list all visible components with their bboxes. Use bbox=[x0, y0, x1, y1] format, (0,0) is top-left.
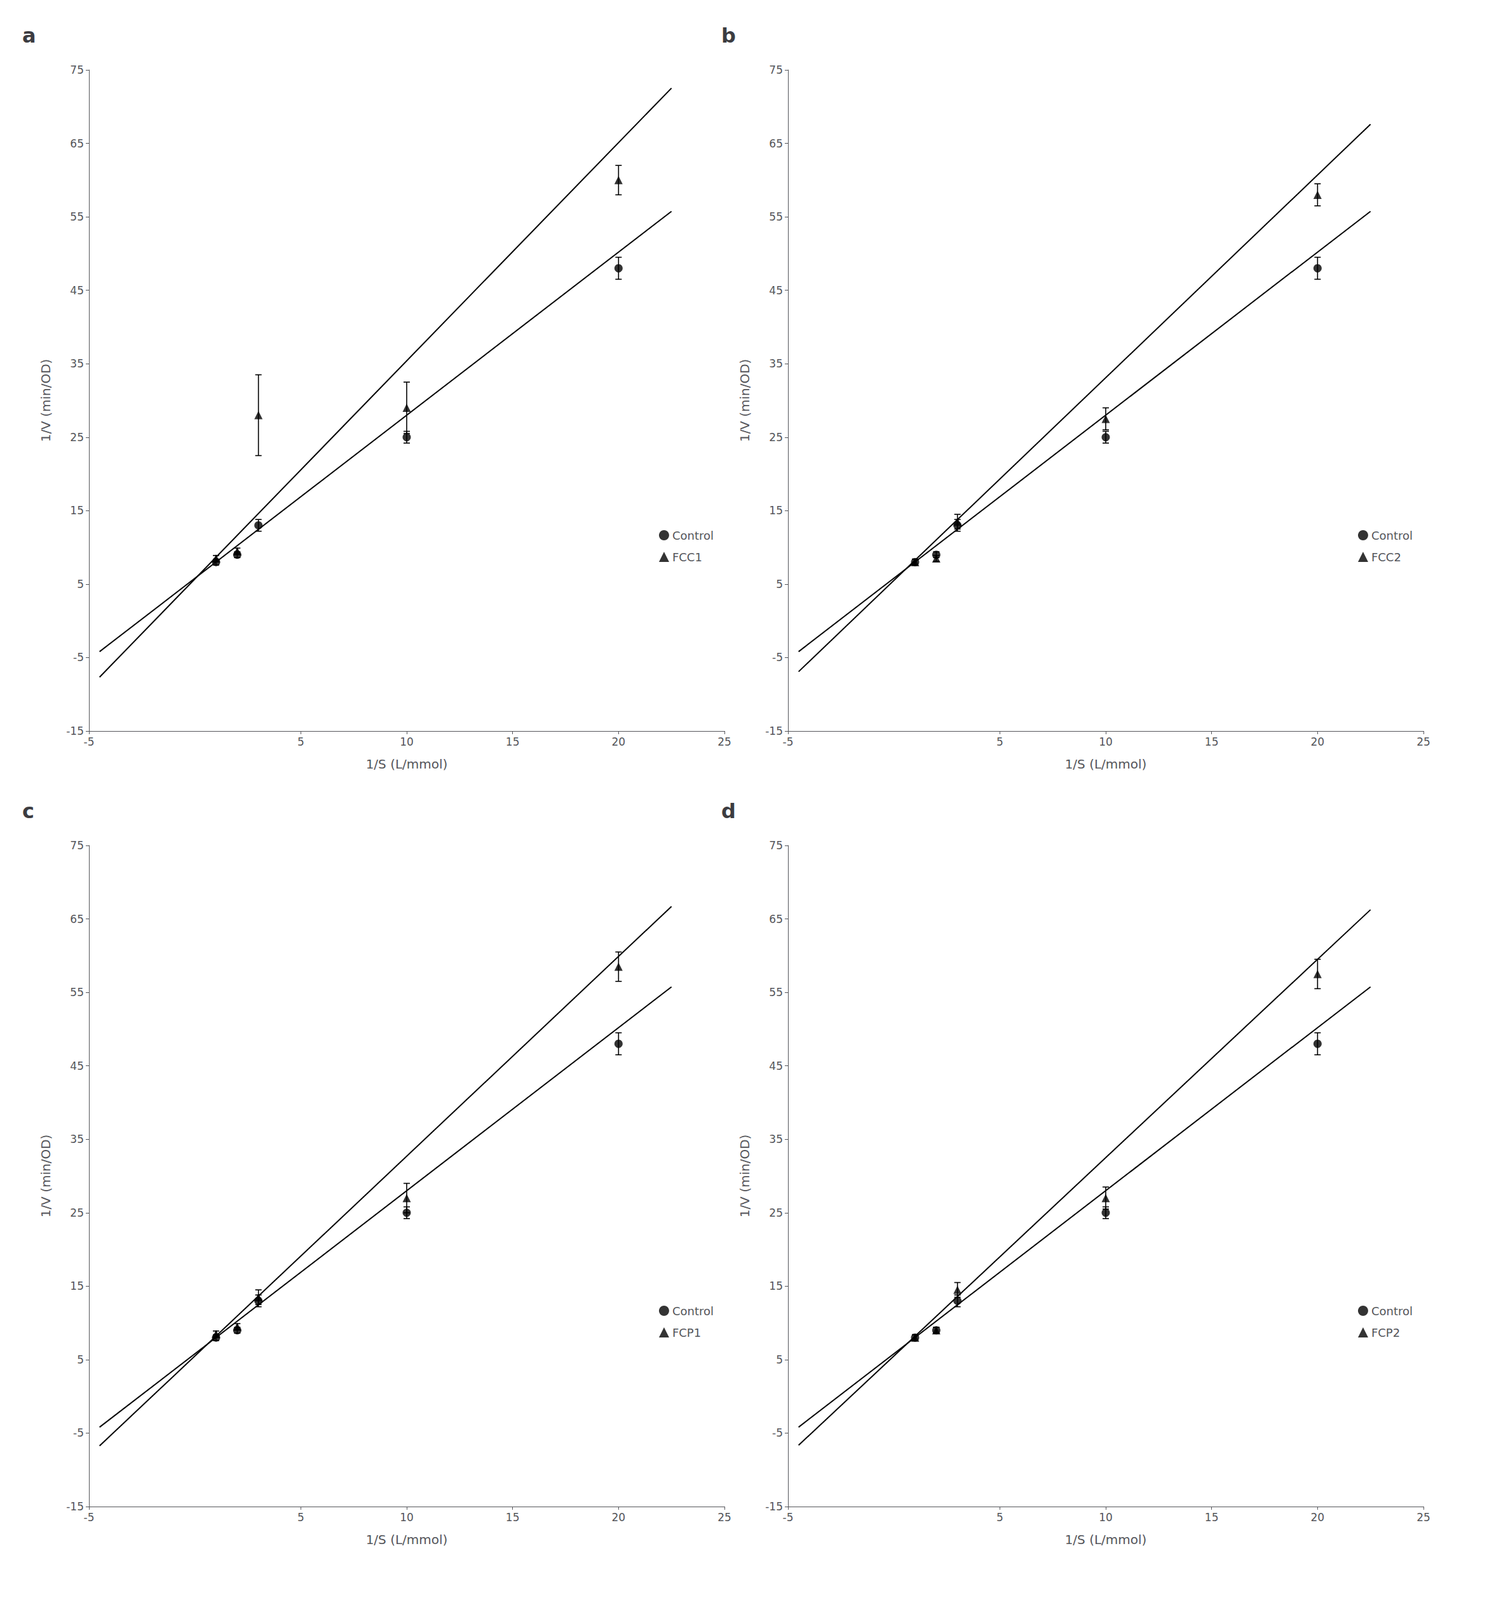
svg-text:5: 5 bbox=[996, 735, 1004, 748]
svg-text:-5: -5 bbox=[782, 735, 794, 748]
svg-text:45: 45 bbox=[768, 284, 783, 297]
svg-text:35: 35 bbox=[768, 357, 783, 370]
svg-text:55: 55 bbox=[768, 985, 783, 999]
svg-text:-15: -15 bbox=[66, 1499, 84, 1513]
svg-text:1/V (min/OD): 1/V (min/OD) bbox=[737, 1134, 753, 1218]
svg-text:45: 45 bbox=[768, 1059, 783, 1073]
svg-text:20: 20 bbox=[611, 1510, 626, 1524]
svg-text:5: 5 bbox=[775, 1352, 783, 1366]
svg-text:5: 5 bbox=[76, 1352, 84, 1366]
svg-text:15: 15 bbox=[768, 1279, 783, 1292]
svg-text:25: 25 bbox=[717, 1510, 732, 1524]
svg-text:-5: -5 bbox=[782, 1510, 794, 1524]
svg-text:FCP1: FCP1 bbox=[672, 1325, 701, 1339]
svg-text:25: 25 bbox=[69, 1206, 84, 1219]
svg-text:d: d bbox=[721, 798, 736, 823]
svg-text:10: 10 bbox=[399, 1510, 414, 1524]
svg-text:25: 25 bbox=[1416, 1510, 1431, 1524]
svg-text:75: 75 bbox=[768, 838, 783, 852]
svg-text:Control: Control bbox=[672, 1304, 714, 1318]
svg-text:10: 10 bbox=[1098, 1510, 1113, 1524]
svg-text:-5: -5 bbox=[83, 735, 95, 748]
svg-text:-15: -15 bbox=[765, 724, 783, 738]
svg-text:5: 5 bbox=[996, 1510, 1004, 1524]
svg-text:1/S (L/mmol): 1/S (L/mmol) bbox=[366, 1531, 449, 1547]
svg-text:1/S (L/mmol): 1/S (L/mmol) bbox=[1065, 1531, 1148, 1547]
svg-text:FCC2: FCC2 bbox=[1371, 550, 1402, 564]
svg-text:-5: -5 bbox=[772, 650, 783, 664]
svg-text:c: c bbox=[22, 798, 35, 823]
svg-text:55: 55 bbox=[768, 210, 783, 224]
svg-text:15: 15 bbox=[1204, 1510, 1219, 1524]
svg-text:25: 25 bbox=[69, 430, 84, 444]
svg-text:5: 5 bbox=[297, 1510, 305, 1524]
svg-text:15: 15 bbox=[505, 1510, 520, 1524]
svg-text:15: 15 bbox=[505, 735, 520, 748]
svg-text:Control: Control bbox=[1371, 1304, 1413, 1318]
svg-text:FCP2: FCP2 bbox=[1371, 1325, 1400, 1339]
svg-text:65: 65 bbox=[69, 137, 84, 150]
svg-text:1/V (min/OD): 1/V (min/OD) bbox=[737, 359, 753, 443]
svg-text:75: 75 bbox=[69, 63, 84, 77]
svg-text:75: 75 bbox=[768, 63, 783, 77]
svg-text:55: 55 bbox=[69, 985, 84, 999]
svg-text:1/V (min/OD): 1/V (min/OD) bbox=[38, 1134, 54, 1218]
svg-text:15: 15 bbox=[768, 503, 783, 517]
svg-text:45: 45 bbox=[69, 1059, 84, 1073]
svg-text:10: 10 bbox=[399, 735, 414, 748]
svg-text:a: a bbox=[22, 23, 37, 48]
svg-text:45: 45 bbox=[69, 284, 84, 297]
svg-text:25: 25 bbox=[768, 430, 783, 444]
svg-text:15: 15 bbox=[69, 1279, 84, 1292]
svg-text:b: b bbox=[721, 23, 736, 48]
svg-text:-15: -15 bbox=[765, 1499, 783, 1513]
svg-text:1/V (min/OD): 1/V (min/OD) bbox=[38, 359, 54, 443]
svg-text:65: 65 bbox=[69, 912, 84, 926]
svg-text:-5: -5 bbox=[73, 1426, 84, 1439]
svg-text:15: 15 bbox=[1204, 735, 1219, 748]
svg-text:1/S (L/mmol): 1/S (L/mmol) bbox=[1065, 756, 1148, 772]
svg-text:-15: -15 bbox=[66, 724, 84, 738]
svg-text:75: 75 bbox=[69, 838, 84, 852]
svg-text:1/S (L/mmol): 1/S (L/mmol) bbox=[366, 756, 449, 772]
svg-text:5: 5 bbox=[76, 577, 84, 591]
svg-text:20: 20 bbox=[1310, 1510, 1325, 1524]
svg-text:25: 25 bbox=[768, 1206, 783, 1219]
svg-text:25: 25 bbox=[1416, 735, 1431, 748]
svg-text:20: 20 bbox=[611, 735, 626, 748]
svg-text:35: 35 bbox=[768, 1132, 783, 1146]
svg-text:65: 65 bbox=[768, 912, 783, 926]
svg-text:5: 5 bbox=[775, 577, 783, 591]
svg-text:-5: -5 bbox=[83, 1510, 95, 1524]
svg-text:15: 15 bbox=[69, 503, 84, 517]
svg-text:65: 65 bbox=[768, 137, 783, 150]
svg-text:5: 5 bbox=[297, 735, 305, 748]
svg-text:Control: Control bbox=[1371, 528, 1413, 543]
svg-text:-5: -5 bbox=[772, 1426, 783, 1439]
svg-text:Control: Control bbox=[672, 528, 714, 543]
svg-text:20: 20 bbox=[1310, 735, 1325, 748]
svg-text:-5: -5 bbox=[73, 650, 84, 664]
svg-text:35: 35 bbox=[69, 1132, 84, 1146]
svg-text:FCC1: FCC1 bbox=[672, 550, 703, 564]
svg-text:35: 35 bbox=[69, 357, 84, 370]
svg-text:10: 10 bbox=[1098, 735, 1113, 748]
svg-text:25: 25 bbox=[717, 735, 732, 748]
svg-text:55: 55 bbox=[69, 210, 84, 224]
